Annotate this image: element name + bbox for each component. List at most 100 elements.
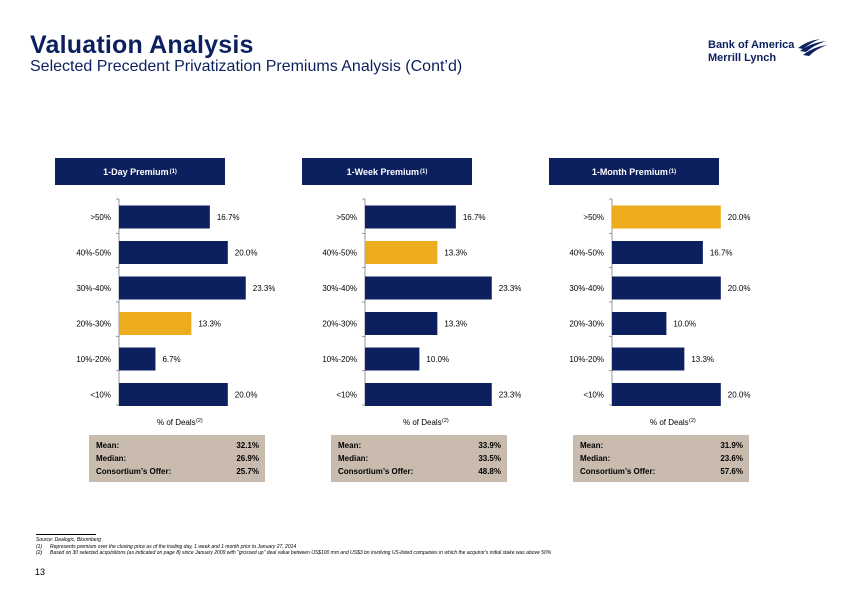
value-label: 20.0% <box>235 249 258 258</box>
page-subtitle: Selected Precedent Privatization Premium… <box>30 58 463 75</box>
median-value: 23.6% <box>720 454 743 463</box>
panel-title: 1-Month Premium <box>591 166 668 177</box>
flag-icon <box>798 39 827 56</box>
offer-value: 25.7% <box>236 467 259 476</box>
bar-4 <box>612 312 667 335</box>
panel-title: 1-Day Premium <box>103 166 169 177</box>
bar-2 <box>119 241 228 264</box>
category-label: 20%-30% <box>76 320 111 329</box>
bar-3 <box>612 276 721 300</box>
x-axis-label-note: (2) <box>196 418 203 424</box>
x-axis-label: % of Deals <box>403 418 442 427</box>
panel-title-note: (1) <box>668 168 677 175</box>
bar-6 <box>365 383 492 406</box>
bar-4 <box>365 312 438 335</box>
median-label: Median: <box>96 454 127 463</box>
value-label: 23.3% <box>499 284 521 293</box>
panel-header-1week: 1-Week Premium (1) <box>302 158 472 185</box>
bank-logo: Bank of America Merrill Lynch <box>708 39 828 67</box>
mean-value: 33.9% <box>478 441 501 450</box>
category-label: 40%-50% <box>322 249 357 258</box>
footnote-number: (1) <box>36 543 43 550</box>
category-label: 40%-50% <box>569 249 604 258</box>
value-label: 6.7% <box>162 355 180 364</box>
value-label: 10.0% <box>426 355 449 364</box>
category-label: 30%-40% <box>76 284 111 293</box>
category-label: 30%-40% <box>569 284 604 293</box>
stats-box-1week: Mean: 33.9% Median: 33.5% Consortium’s Off… <box>331 435 507 482</box>
mean-label: Mean: <box>338 441 362 450</box>
category-label: <10% <box>583 391 604 400</box>
x-axis-label: % of Deals <box>157 418 196 427</box>
page-title: Valuation Analysis <box>30 31 254 59</box>
offer-label: Consortium’s Offer: <box>580 467 656 476</box>
value-label: 20.0% <box>728 391 751 400</box>
value-label: 16.7% <box>217 213 240 222</box>
panel-title-note: (1) <box>169 168 177 175</box>
footnote-number: (2) <box>36 550 43 557</box>
value-label: 23.3% <box>499 391 521 400</box>
x-axis-label-note: (2) <box>442 418 449 424</box>
stats-box-1month: Mean: 31.9% Median: 23.6% Consortium’s Off… <box>573 435 749 482</box>
footnote-source: Source: Dealogic, Bloomberg <box>36 537 102 543</box>
panel-header-1month: 1-Month Premium (1) <box>549 158 719 185</box>
median-value: 26.9% <box>236 454 259 463</box>
mean-value: 32.1% <box>236 441 259 450</box>
median-label: Median: <box>338 454 369 463</box>
x-axis-label-note: (2) <box>689 418 696 424</box>
category-label: <10% <box>336 391 357 400</box>
bar-4 <box>119 312 192 335</box>
footnote-text: Based on 30 selected acquisitions (as in… <box>50 550 552 557</box>
chart-1month: >50% 20.0% 40%-50% 16.7% 30%-40% 20.0% 20%-30%… <box>569 198 751 427</box>
category-label: 20%-30% <box>322 320 357 329</box>
logo-line2: Merrill Lynch <box>708 52 777 64</box>
offer-label: Consortium’s Offer: <box>338 467 414 476</box>
chart-1day: >50% 16.7% 40%-50% 20.0% 30%-40% 23.3% 20%-30%… <box>76 198 275 427</box>
bar-1 <box>365 205 456 229</box>
category-label: 20%-30% <box>569 320 604 329</box>
bar-2 <box>612 241 703 264</box>
category-label: >50% <box>90 213 111 222</box>
value-label: 16.7% <box>463 213 486 222</box>
mean-value: 31.9% <box>720 441 743 450</box>
page-number: 13 <box>35 567 46 577</box>
median-label: Median: <box>580 454 611 463</box>
value-label: 20.0% <box>235 391 258 400</box>
value-label: 13.3% <box>444 320 467 329</box>
bar-2 <box>365 241 438 264</box>
footnotes: Source: Dealogic, Bloomberg (1) Represent… <box>36 534 552 557</box>
bar-5 <box>365 347 420 371</box>
footnote-divider <box>36 534 96 535</box>
category-label: 10%-20% <box>569 355 604 364</box>
bar-3 <box>119 276 246 300</box>
chart-1week: >50% 16.7% 40%-50% 13.3% 30%-40% 23.3% 20%-30%… <box>322 198 521 427</box>
logo-line1: Bank of America <box>708 39 795 51</box>
value-label: 20.0% <box>728 284 751 293</box>
value-label: 13.3% <box>691 355 714 364</box>
bar-1 <box>612 205 721 229</box>
category-label: 10%-20% <box>76 355 111 364</box>
category-label: >50% <box>336 213 357 222</box>
bar-1 <box>119 205 210 229</box>
category-label: <10% <box>90 391 111 400</box>
median-value: 33.5% <box>478 454 501 463</box>
offer-value: 57.6% <box>720 467 743 476</box>
x-axis-label: % of Deals <box>650 418 689 427</box>
value-label: 13.3% <box>444 249 467 258</box>
offer-value: 48.8% <box>478 467 501 476</box>
panel-title: 1-Week Premium <box>346 166 420 177</box>
value-label: 13.3% <box>198 320 221 329</box>
category-label: 40%-50% <box>76 249 111 258</box>
mean-label: Mean: <box>96 441 120 450</box>
stats-box-1day: Mean: 32.1% Median: 26.9% Consortium’s Off… <box>89 435 265 482</box>
panel-title-note: (1) <box>420 168 428 175</box>
bar-5 <box>612 347 685 371</box>
footnote-text: Represents premium over the closing pric… <box>50 543 297 550</box>
category-label: 10%-20% <box>322 355 357 364</box>
bar-3 <box>365 276 492 300</box>
offer-label: Consortium’s Offer: <box>96 467 172 476</box>
value-label: 10.0% <box>673 320 696 329</box>
category-label: >50% <box>583 213 604 222</box>
mean-label: Mean: <box>580 441 604 450</box>
footnote-1: (1) Represents premium over the closing p… <box>36 544 551 551</box>
